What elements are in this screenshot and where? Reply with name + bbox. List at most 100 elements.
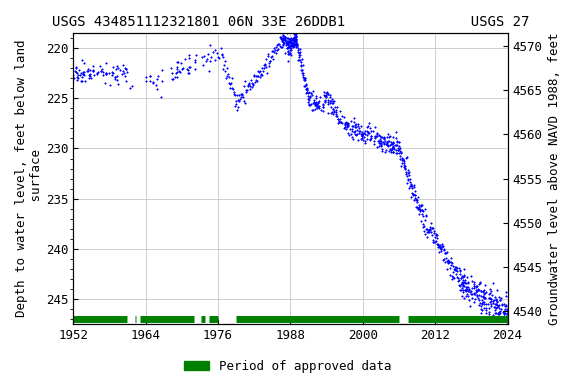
Point (349, 119, 358, 125)
Point (329, 100, 338, 106)
Point (263, 53, 272, 59)
Point (463, 280, 472, 286)
Point (379, 135, 388, 141)
Point (278, 35, 287, 41)
Point (407, 182, 416, 189)
Point (479, 299, 488, 305)
Point (247, 77, 256, 83)
Point (287, 37, 296, 43)
Point (309, 100, 318, 106)
Point (462, 284, 471, 290)
Point (291, 35, 301, 41)
Point (297, 61, 306, 68)
Point (453, 275, 463, 281)
Point (285, 47, 294, 53)
Point (478, 290, 487, 296)
Point (283, 49, 292, 55)
Point (275, 43, 284, 50)
Point (473, 283, 482, 289)
Point (347, 126, 357, 132)
Point (332, 111, 341, 118)
Point (254, 73, 263, 79)
Point (300, 76, 309, 82)
Point (293, 43, 302, 49)
Point (268, 48, 277, 54)
Point (278, 36, 287, 42)
Point (184, 70, 194, 76)
Point (461, 286, 471, 292)
Point (321, 93, 330, 99)
Point (190, 57, 199, 63)
Point (459, 272, 468, 278)
Point (175, 69, 184, 75)
Point (75, 72, 84, 78)
Point (233, 104, 242, 110)
Point (489, 297, 498, 303)
Point (107, 71, 116, 78)
Point (462, 286, 471, 292)
Point (284, 42, 293, 48)
Point (267, 48, 276, 55)
Point (476, 280, 485, 286)
Point (282, 40, 291, 46)
Point (363, 122, 373, 129)
Point (416, 203, 425, 209)
Point (272, 42, 281, 48)
Point (281, 40, 290, 46)
Point (472, 288, 481, 295)
Point (284, 44, 293, 50)
Point (287, 36, 297, 42)
Point (461, 280, 471, 286)
Point (295, 46, 304, 53)
Point (145, 73, 154, 79)
Point (289, 35, 298, 41)
Point (285, 51, 294, 58)
Point (101, 60, 111, 66)
Point (474, 287, 483, 293)
Point (80, 78, 89, 84)
Point (285, 43, 294, 50)
Point (490, 303, 499, 310)
Point (79, 60, 88, 66)
Point (388, 145, 397, 151)
Point (457, 281, 466, 288)
Point (394, 139, 403, 145)
Point (378, 146, 387, 152)
Point (350, 131, 359, 137)
Point (357, 132, 366, 139)
Point (287, 42, 296, 48)
Point (301, 83, 310, 89)
Point (128, 83, 137, 89)
Point (304, 102, 313, 108)
Point (72, 74, 81, 80)
Point (488, 300, 497, 306)
Point (295, 56, 305, 63)
Point (386, 149, 395, 156)
Point (416, 202, 426, 209)
Point (481, 306, 490, 313)
Point (113, 73, 122, 79)
Point (359, 131, 368, 137)
Point (223, 65, 232, 71)
Point (245, 80, 254, 86)
Point (407, 185, 416, 191)
Point (283, 44, 293, 50)
Point (325, 94, 335, 100)
Point (445, 259, 454, 265)
Point (415, 206, 425, 212)
Point (403, 180, 412, 186)
Point (300, 75, 309, 81)
Point (456, 275, 465, 281)
Point (292, 42, 301, 48)
Point (285, 36, 294, 42)
Point (401, 170, 411, 177)
Point (366, 135, 376, 141)
Point (318, 102, 327, 108)
Point (437, 243, 446, 249)
Point (326, 110, 335, 116)
Point (386, 147, 396, 153)
Point (464, 296, 473, 303)
Point (394, 146, 403, 152)
Point (456, 275, 465, 281)
Point (482, 289, 491, 295)
